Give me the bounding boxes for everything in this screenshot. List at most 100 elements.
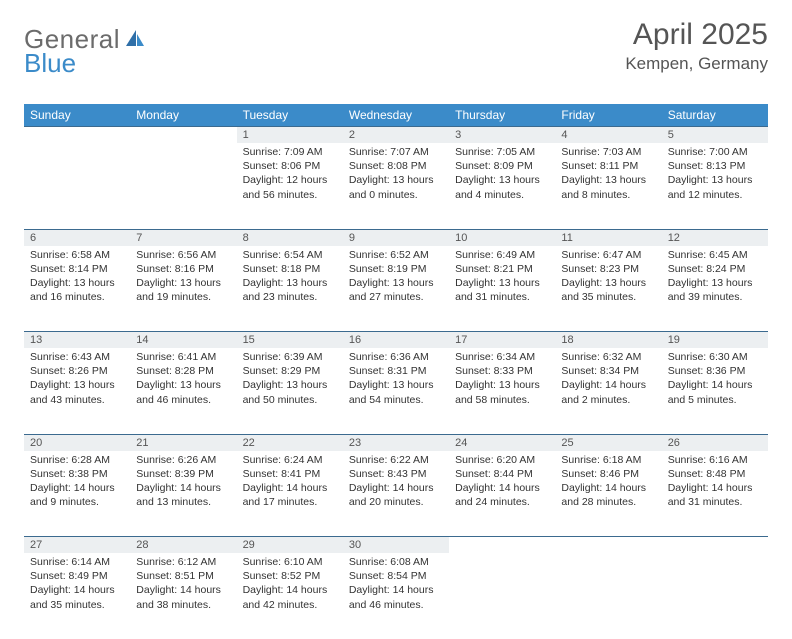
- day-number-cell: 14: [130, 332, 236, 349]
- daylight-text: Daylight: 14 hours and 24 minutes.: [455, 481, 549, 509]
- day-cell-content: Sunrise: 6:47 AMSunset: 8:23 PMDaylight:…: [555, 246, 661, 311]
- daylight-text: Daylight: 13 hours and 35 minutes.: [561, 276, 655, 304]
- sunset-text: Sunset: 8:26 PM: [30, 364, 124, 378]
- day-cell-content: Sunrise: 6:58 AMSunset: 8:14 PMDaylight:…: [24, 246, 130, 311]
- day-cell: Sunrise: 7:03 AMSunset: 8:11 PMDaylight:…: [555, 143, 661, 229]
- sunrise-text: Sunrise: 6:43 AM: [30, 350, 124, 364]
- sunset-text: Sunset: 8:36 PM: [668, 364, 762, 378]
- day-cell: Sunrise: 6:34 AMSunset: 8:33 PMDaylight:…: [449, 348, 555, 434]
- sunset-text: Sunset: 8:29 PM: [243, 364, 337, 378]
- day-cell: Sunrise: 6:56 AMSunset: 8:16 PMDaylight:…: [130, 246, 236, 332]
- weekday-header: Thursday: [449, 104, 555, 127]
- day-cell: Sunrise: 6:26 AMSunset: 8:39 PMDaylight:…: [130, 451, 236, 537]
- sunset-text: Sunset: 8:44 PM: [455, 467, 549, 481]
- sunset-text: Sunset: 8:09 PM: [455, 159, 549, 173]
- page-header: General April 2025 Kempen, Germany: [24, 18, 768, 74]
- sunset-text: Sunset: 8:14 PM: [30, 262, 124, 276]
- day-number-cell: 29: [237, 537, 343, 554]
- daynum-row: 27282930: [24, 537, 768, 554]
- location-label: Kempen, Germany: [625, 54, 768, 74]
- sunrise-text: Sunrise: 6:26 AM: [136, 453, 230, 467]
- day-number-cell: 10: [449, 229, 555, 246]
- day-cell: Sunrise: 6:58 AMSunset: 8:14 PMDaylight:…: [24, 246, 130, 332]
- sunset-text: Sunset: 8:21 PM: [455, 262, 549, 276]
- day-cell-content: Sunrise: 6:49 AMSunset: 8:21 PMDaylight:…: [449, 246, 555, 311]
- sunrise-text: Sunrise: 6:45 AM: [668, 248, 762, 262]
- day-cell-content: Sunrise: 6:39 AMSunset: 8:29 PMDaylight:…: [237, 348, 343, 413]
- day-cell-content: Sunrise: 6:28 AMSunset: 8:38 PMDaylight:…: [24, 451, 130, 516]
- day-number-cell: 27: [24, 537, 130, 554]
- daylight-text: Daylight: 14 hours and 31 minutes.: [668, 481, 762, 509]
- day-number-cell: 1: [237, 127, 343, 144]
- day-cell-content: Sunrise: 6:32 AMSunset: 8:34 PMDaylight:…: [555, 348, 661, 413]
- title-block: April 2025 Kempen, Germany: [625, 18, 768, 74]
- sunset-text: Sunset: 8:49 PM: [30, 569, 124, 583]
- day-number-cell: 2: [343, 127, 449, 144]
- sunrise-text: Sunrise: 6:12 AM: [136, 555, 230, 569]
- day-number-cell: 5: [662, 127, 768, 144]
- day-cell: Sunrise: 6:43 AMSunset: 8:26 PMDaylight:…: [24, 348, 130, 434]
- day-cell-content: Sunrise: 6:56 AMSunset: 8:16 PMDaylight:…: [130, 246, 236, 311]
- day-number-cell: 19: [662, 332, 768, 349]
- daylight-text: Daylight: 13 hours and 31 minutes.: [455, 276, 549, 304]
- day-cell: Sunrise: 6:16 AMSunset: 8:48 PMDaylight:…: [662, 451, 768, 537]
- brand-part2-wrap: Blue: [24, 48, 76, 79]
- daynum-row: 6789101112: [24, 229, 768, 246]
- sunset-text: Sunset: 8:51 PM: [136, 569, 230, 583]
- daylight-text: Daylight: 13 hours and 23 minutes.: [243, 276, 337, 304]
- day-number-cell: 17: [449, 332, 555, 349]
- daylight-text: Daylight: 14 hours and 38 minutes.: [136, 583, 230, 611]
- daylight-text: Daylight: 14 hours and 5 minutes.: [668, 378, 762, 406]
- weekday-header: Wednesday: [343, 104, 449, 127]
- daylight-text: Daylight: 13 hours and 19 minutes.: [136, 276, 230, 304]
- daylight-text: Daylight: 14 hours and 17 minutes.: [243, 481, 337, 509]
- day-cell: [449, 553, 555, 639]
- day-cell: Sunrise: 7:07 AMSunset: 8:08 PMDaylight:…: [343, 143, 449, 229]
- day-cell-content: Sunrise: 7:03 AMSunset: 8:11 PMDaylight:…: [555, 143, 661, 208]
- day-cell-content: Sunrise: 6:08 AMSunset: 8:54 PMDaylight:…: [343, 553, 449, 618]
- day-cell-content: Sunrise: 6:18 AMSunset: 8:46 PMDaylight:…: [555, 451, 661, 516]
- sunset-text: Sunset: 8:11 PM: [561, 159, 655, 173]
- sunrise-text: Sunrise: 6:24 AM: [243, 453, 337, 467]
- day-cell-content: Sunrise: 6:10 AMSunset: 8:52 PMDaylight:…: [237, 553, 343, 618]
- daylight-text: Daylight: 13 hours and 58 minutes.: [455, 378, 549, 406]
- daylight-text: Daylight: 14 hours and 35 minutes.: [30, 583, 124, 611]
- day-cell-content: Sunrise: 6:30 AMSunset: 8:36 PMDaylight:…: [662, 348, 768, 413]
- day-number-cell: 26: [662, 434, 768, 451]
- sunset-text: Sunset: 8:28 PM: [136, 364, 230, 378]
- sunrise-text: Sunrise: 6:41 AM: [136, 350, 230, 364]
- daylight-text: Daylight: 14 hours and 13 minutes.: [136, 481, 230, 509]
- day-cell: Sunrise: 6:49 AMSunset: 8:21 PMDaylight:…: [449, 246, 555, 332]
- sunrise-text: Sunrise: 6:56 AM: [136, 248, 230, 262]
- daylight-text: Daylight: 14 hours and 42 minutes.: [243, 583, 337, 611]
- sunrise-text: Sunrise: 7:09 AM: [243, 145, 337, 159]
- day-cell-content: Sunrise: 6:24 AMSunset: 8:41 PMDaylight:…: [237, 451, 343, 516]
- sunrise-text: Sunrise: 6:47 AM: [561, 248, 655, 262]
- day-number-cell: [449, 537, 555, 554]
- sunrise-text: Sunrise: 6:34 AM: [455, 350, 549, 364]
- sunrise-text: Sunrise: 6:10 AM: [243, 555, 337, 569]
- sunrise-text: Sunrise: 6:20 AM: [455, 453, 549, 467]
- day-number-cell: 7: [130, 229, 236, 246]
- day-number-cell: 20: [24, 434, 130, 451]
- day-cell: Sunrise: 6:36 AMSunset: 8:31 PMDaylight:…: [343, 348, 449, 434]
- weekday-header: Saturday: [662, 104, 768, 127]
- day-number-cell: 25: [555, 434, 661, 451]
- sunset-text: Sunset: 8:08 PM: [349, 159, 443, 173]
- sunset-text: Sunset: 8:46 PM: [561, 467, 655, 481]
- day-number-cell: 3: [449, 127, 555, 144]
- day-number-cell: 23: [343, 434, 449, 451]
- day-cell: Sunrise: 6:24 AMSunset: 8:41 PMDaylight:…: [237, 451, 343, 537]
- daylight-text: Daylight: 13 hours and 50 minutes.: [243, 378, 337, 406]
- daylight-text: Daylight: 13 hours and 8 minutes.: [561, 173, 655, 201]
- week-row: Sunrise: 6:28 AMSunset: 8:38 PMDaylight:…: [24, 451, 768, 537]
- daylight-text: Daylight: 14 hours and 46 minutes.: [349, 583, 443, 611]
- day-number-cell: 4: [555, 127, 661, 144]
- sunrise-text: Sunrise: 6:22 AM: [349, 453, 443, 467]
- daylight-text: Daylight: 13 hours and 27 minutes.: [349, 276, 443, 304]
- sunrise-text: Sunrise: 6:28 AM: [30, 453, 124, 467]
- day-number-cell: [555, 537, 661, 554]
- day-cell-content: Sunrise: 6:34 AMSunset: 8:33 PMDaylight:…: [449, 348, 555, 413]
- day-number-cell: [130, 127, 236, 144]
- day-cell: Sunrise: 6:47 AMSunset: 8:23 PMDaylight:…: [555, 246, 661, 332]
